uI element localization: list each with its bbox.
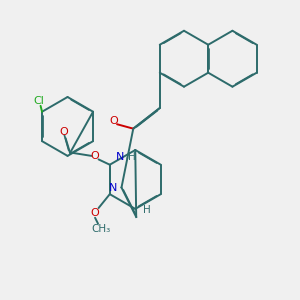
Text: O: O [110,116,118,126]
Text: CH₃: CH₃ [91,224,111,235]
Text: O: O [91,151,99,161]
Text: Cl: Cl [34,96,44,106]
Text: H: H [142,205,150,214]
Text: H: H [128,152,136,162]
Text: O: O [91,208,99,218]
Text: N: N [109,182,117,193]
Text: N: N [116,152,124,162]
Text: O: O [60,127,68,137]
